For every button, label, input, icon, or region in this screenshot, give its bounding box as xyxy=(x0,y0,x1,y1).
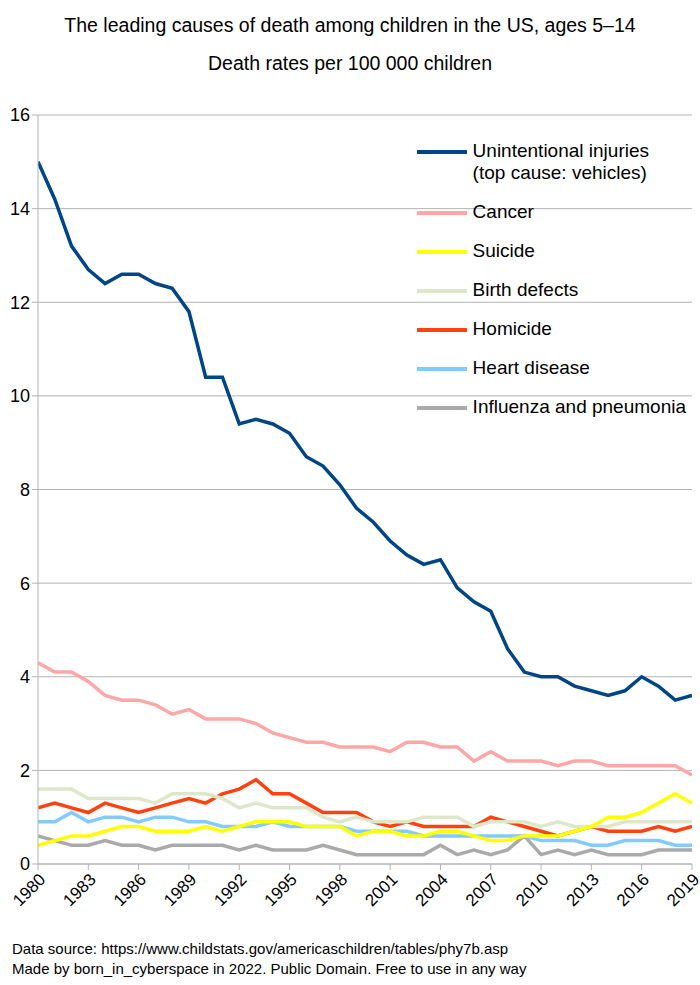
svg-text:2007: 2007 xyxy=(462,870,502,910)
svg-text:4: 4 xyxy=(20,667,30,687)
svg-text:16: 16 xyxy=(10,105,30,125)
svg-text:1989: 1989 xyxy=(160,870,200,910)
svg-text:2001: 2001 xyxy=(361,870,401,910)
svg-text:1983: 1983 xyxy=(59,870,99,910)
html-text:Homicide: Homicide xyxy=(472,318,552,339)
html-text:Birth defects: Birth defects xyxy=(472,279,579,300)
svg-text:1995: 1995 xyxy=(261,870,301,910)
svg-text:14: 14 xyxy=(10,199,30,219)
svg-text:1998: 1998 xyxy=(311,870,351,910)
html-text:The leading causes of death am: The leading causes of death among childr… xyxy=(64,14,636,36)
svg-text:2: 2 xyxy=(20,761,30,781)
svg-text:6: 6 xyxy=(20,574,30,594)
svg-text:12: 12 xyxy=(10,293,30,313)
svg-text:2004: 2004 xyxy=(412,870,452,910)
html-text:Cancer: Cancer xyxy=(472,201,534,222)
html-text:Heart disease: Heart disease xyxy=(472,357,590,378)
svg-text:1980: 1980 xyxy=(9,870,49,910)
svg-text:2010: 2010 xyxy=(512,870,552,910)
html-text:Suicide: Suicide xyxy=(472,240,535,261)
html-text:Death rates per 100 000 childr: Death rates per 100 000 children xyxy=(208,52,492,74)
html-text:Data source: https://www.child: Data source: https://www.childstats.gov/… xyxy=(12,940,509,957)
html-text:Unintentional injuries (top ca: Unintentional injuries (top cause: vehic… xyxy=(472,140,649,183)
svg-text:2013: 2013 xyxy=(563,870,603,910)
svg-text:2016: 2016 xyxy=(613,870,653,910)
svg-text:1986: 1986 xyxy=(110,870,150,910)
svg-text:1992: 1992 xyxy=(210,870,250,910)
html-text:Influenza and pneumonia: Influenza and pneumonia xyxy=(472,396,686,417)
svg-text:2019: 2019 xyxy=(663,870,692,910)
svg-text:10: 10 xyxy=(10,386,30,406)
html-text:Made by born_in_cyberspace in: Made by born_in_cyberspace in 2022. Publ… xyxy=(12,960,527,977)
svg-text:0: 0 xyxy=(20,854,30,874)
svg-text:8: 8 xyxy=(20,480,30,500)
